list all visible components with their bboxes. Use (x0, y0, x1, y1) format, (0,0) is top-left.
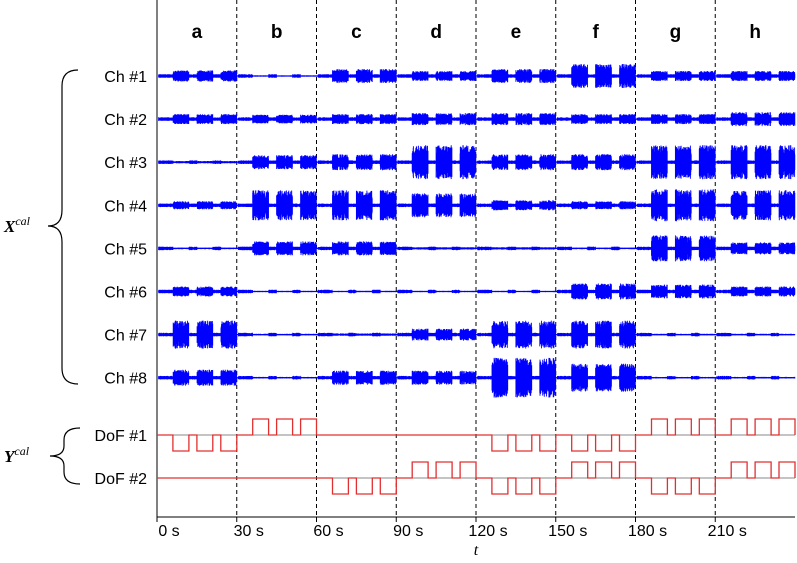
channel-label: Ch #4 (104, 198, 147, 215)
channel-label: Ch #3 (104, 155, 147, 172)
emg-trace (158, 112, 796, 127)
emg-trace (158, 189, 796, 222)
emg-trace (158, 320, 796, 349)
emg-trace (158, 357, 796, 398)
segment-label: b (271, 22, 283, 43)
x-axis-title: t (474, 542, 479, 559)
output-group-brace (49, 427, 81, 485)
emg-traces (158, 64, 796, 398)
input-group-brace (47, 69, 79, 385)
dof-trace (157, 461, 796, 495)
segment-label: e (511, 22, 522, 43)
x-tick-label: 30 s (234, 523, 264, 540)
channel-label: Ch #8 (104, 371, 147, 388)
dof-traces (157, 418, 796, 495)
x-tick-label: 150 s (548, 523, 587, 540)
channel-label: Ch #1 (104, 69, 147, 86)
x-axis: 0 s 30 s 60 s 90 s 120 s 150 s 180 s 210 s (156, 517, 747, 540)
dof-trace (157, 418, 796, 452)
channel-label: Ch #2 (104, 112, 147, 129)
segment-label: c (351, 22, 362, 43)
x-tick-label: 120 s (468, 523, 507, 540)
x-tick-label: 0 s (158, 523, 179, 540)
output-group-label: Ycal (4, 444, 30, 466)
channel-label: Ch #5 (104, 241, 147, 258)
x-tick-label: 60 s (313, 523, 343, 540)
x-tick-label: 210 s (708, 523, 747, 540)
segment-label: g (670, 22, 682, 43)
channel-labels: Ch #1 Ch #2 Ch #3 Ch #4 Ch #5 Ch #6 Ch #7 Ch #8… (95, 69, 148, 488)
segment-label: h (749, 22, 761, 43)
segment-label: d (430, 22, 442, 43)
emg-trace (158, 64, 796, 88)
channel-label: Ch #7 (104, 328, 147, 345)
emg-trace (158, 235, 796, 262)
x-tick-label: 90 s (393, 523, 423, 540)
segment-labels: a b c d e f g h (192, 22, 761, 43)
channel-label: Ch #6 (104, 285, 147, 302)
input-group-label: Xcal (3, 214, 31, 236)
emg-trace (158, 145, 796, 180)
dof-label: DoF #2 (95, 471, 148, 488)
emg-trace (158, 283, 796, 300)
segment-label: a (192, 22, 203, 43)
x-tick-label: 180 s (628, 523, 667, 540)
dof-label: DoF #1 (95, 428, 148, 445)
segment-label: f (592, 22, 599, 43)
